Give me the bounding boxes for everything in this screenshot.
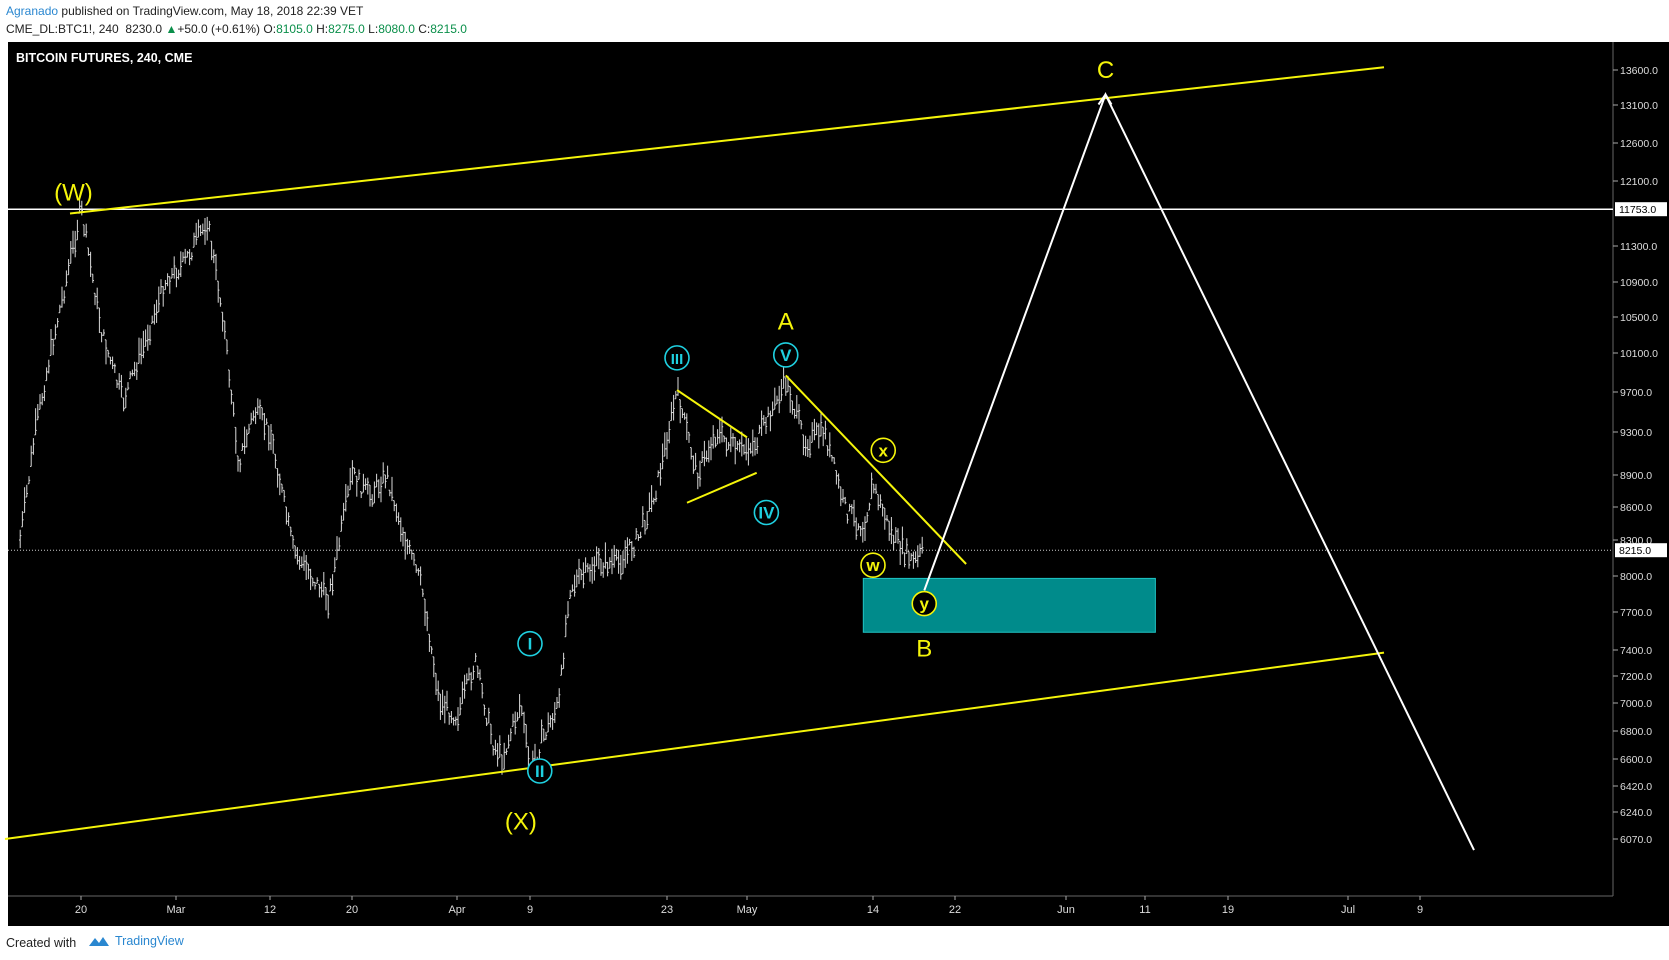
x-tick-label: 14 [867,904,879,916]
wave-label: III [671,351,684,368]
target-zone-box[interactable] [862,577,1156,633]
y-tick-label: 6420.0 [1620,781,1652,793]
wave-label: IV [758,504,775,523]
close-label: C: [418,22,431,36]
wave-label-circle [526,758,553,784]
y-tick-label: 7700.0 [1620,607,1652,619]
created-with-label: Created with [6,936,77,950]
triangle-upper-line[interactable] [676,389,748,439]
y-tick-label: 9300.0 [1620,427,1652,439]
time-axis[interactable] [8,896,1669,926]
x-tick-label: 9 [1417,904,1423,916]
y-tick-label: 8000.0 [1620,571,1652,583]
price-tag [1615,543,1667,558]
y-tick-label: 6240.0 [1620,807,1652,819]
x-tick-label: 11 [1139,904,1150,916]
low-value: 8080.0 [378,22,415,36]
tradingview-logo-icon [89,937,109,946]
y-tick-label: 7000.0 [1620,698,1652,710]
symbol-label: CME_DL:BTC1!, 240 [6,22,119,36]
x-tick-label: 19 [1222,904,1234,916]
chart-header: Agranado published on TradingView.com, M… [0,0,1669,42]
wave-label: I [528,635,533,654]
low-label: L: [368,22,379,36]
channel-upper-line[interactable] [69,66,1385,215]
y-tick-label: 12100.0 [1620,176,1658,188]
open-value: 8105.0 [276,22,313,36]
open-label: O: [263,22,277,36]
plot-area[interactable] [8,42,1613,896]
close-value: 8215.0 [430,22,467,36]
y-tick-label: 7400.0 [1620,645,1652,657]
wave-label: B [916,636,932,663]
chart-footer: Created with TradingView [0,926,1669,960]
y-tick-label: 8600.0 [1620,502,1652,514]
y-tick-label: 9700.0 [1620,387,1652,399]
y-tick-label: 6070.0 [1620,834,1652,846]
channel-lower-line[interactable] [4,651,1385,840]
tradingview-brand: TradingView [115,934,184,948]
projection-arrowhead [1097,92,1113,106]
y-tick-label: 10100.0 [1620,348,1658,360]
wedge-line[interactable] [785,374,967,565]
wave-label-circle [860,552,886,579]
y-tick-label: 8900.0 [1620,470,1652,482]
up-arrow-icon: ▲ [165,22,178,36]
y-tick-label: 10900.0 [1620,277,1658,289]
price-tag-label: 11753.0 [1619,204,1656,216]
tradingview-link[interactable]: TradingView [88,934,184,948]
wave-label: w [865,556,880,575]
wave-label-circle [911,590,938,617]
x-tick-label: 20 [75,904,87,916]
y-tick-label: 11300.0 [1620,241,1657,253]
wave-label: II [535,762,544,781]
y-tick-label: 6600.0 [1620,754,1652,766]
wave-label: y [920,595,930,614]
wave-label: x [879,441,889,460]
x-tick-label: 23 [661,904,673,916]
price-change: +50.0 (+0.61%) [177,22,261,36]
high-label: H: [316,22,329,36]
x-tick-label: Jun [1057,904,1075,916]
y-tick-label: 13100.0 [1620,100,1658,112]
x-tick-label: Jul [1341,904,1355,916]
y-tick-label: 13600.0 [1620,65,1658,77]
triangle-lower-line[interactable] [686,471,758,504]
wave-label: (X) [505,809,537,836]
ohlc-line: CME_DL:BTC1!, 240 8230.0 ▲+50.0 (+0.61%)… [6,22,467,36]
price-tag [1615,202,1667,217]
y-tick-label: 10500.0 [1620,312,1658,324]
wave-label-circle [772,342,799,368]
wave-label-circle [664,345,690,371]
wave-label-circle [870,437,897,464]
price-axis[interactable] [1613,42,1669,896]
y-tick-label: 12600.0 [1620,138,1658,150]
last-price: 8230.0 [125,22,163,36]
x-tick-label: 12 [264,904,276,916]
wave-label: C [1097,57,1114,84]
y-tick-label: 7200.0 [1620,671,1652,683]
high-value: 8275.0 [328,22,365,36]
wave-label-circle [517,630,543,657]
x-tick-label: 22 [949,904,961,916]
wave-label-circle [753,499,780,526]
wave-label: A [778,309,794,336]
author-link[interactable]: Agranado [6,4,59,18]
x-tick-label: Mar [167,904,186,916]
publish-date: published on TradingView.com, May 18, 20… [61,4,364,18]
x-tick-label: May [737,904,758,916]
wave-label: V [780,346,792,365]
wave-label: (W) [54,179,93,206]
x-tick-label: Apr [448,904,465,916]
y-tick-label: 6800.0 [1620,726,1652,738]
x-tick-label: 9 [527,904,533,916]
chart-title: BITCOIN FUTURES, 240, CME [16,51,192,65]
x-tick-label: 20 [346,904,358,916]
publish-info: Agranado published on TradingView.com, M… [6,4,363,18]
price-tag-label: 8215.0 [1619,545,1651,557]
